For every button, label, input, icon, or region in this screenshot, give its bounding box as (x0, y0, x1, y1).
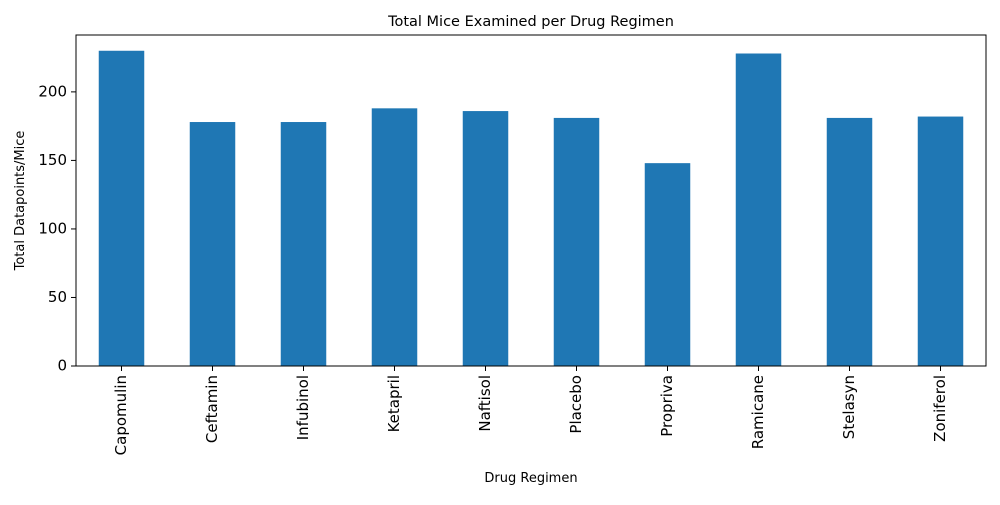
bars-group (98, 50, 964, 366)
bar-zoniferol (917, 116, 964, 366)
x-tick-label: Ceftamin (203, 375, 221, 443)
y-axis-label: Total Datapoints/Mice (13, 131, 28, 272)
y-tick-label: 150 (38, 151, 67, 169)
y-tick-label: 0 (57, 357, 67, 375)
bar-propriva (644, 163, 691, 366)
x-tick-label: Infubinol (294, 375, 312, 440)
bar-ketapril (371, 108, 418, 366)
y-tick-label: 200 (38, 82, 67, 100)
x-tick-label: Stelasyn (840, 375, 858, 439)
bar-stelasyn (826, 117, 873, 366)
x-axis: Capomulin Ceftamin Infubinol Ketapril Naftis… (112, 366, 949, 455)
bar-naftisol (462, 111, 509, 366)
x-tick-label: Capomulin (112, 375, 130, 455)
x-tick-label: Ramicane (749, 375, 767, 449)
bar-infubinol (280, 122, 327, 366)
chart-title: Total Mice Examined per Drug Regimen (387, 14, 674, 30)
bar-ramicane (735, 53, 782, 366)
x-tick-label: Placebo (567, 375, 585, 434)
x-tick-label: Naftisol (476, 375, 494, 432)
x-tick-label: Ketapril (385, 375, 403, 432)
plot-frame (75, 34, 987, 367)
y-axis: 0 50 100 150 200 (38, 82, 76, 375)
bar-ceftamin (189, 122, 236, 366)
x-tick-label: Zoniferol (931, 375, 949, 442)
y-tick-label: 100 (38, 219, 67, 237)
bar-placebo (553, 117, 600, 366)
x-tick-label: Propriva (658, 375, 676, 437)
bar-capomulin (98, 50, 145, 366)
y-tick-label: 50 (48, 288, 67, 306)
x-axis-label: Drug Regimen (484, 471, 577, 486)
